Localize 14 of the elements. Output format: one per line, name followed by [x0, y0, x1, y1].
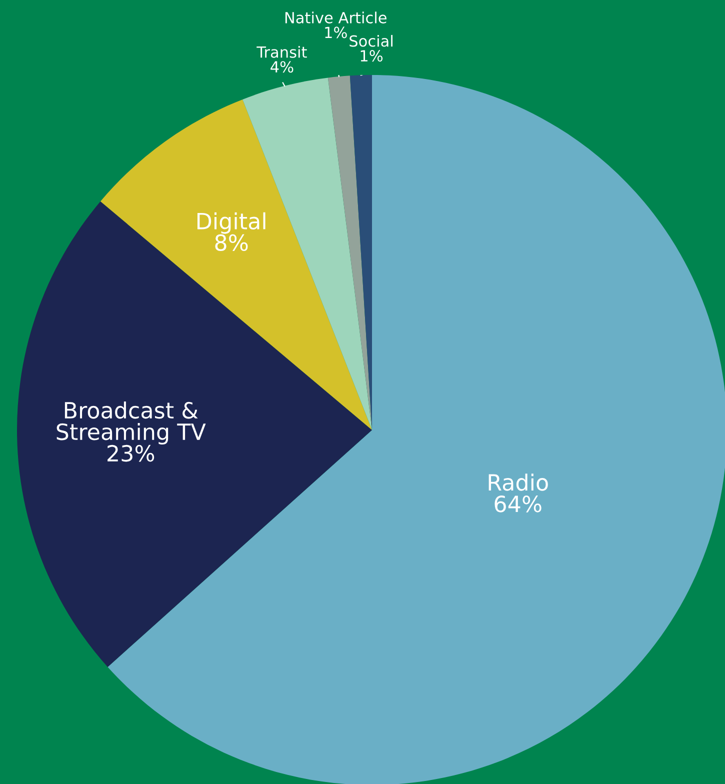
data-label: 64% [494, 496, 542, 512]
slice-label: Social [350, 34, 392, 47]
data-label: 1% [360, 50, 383, 62]
data-label: 4% [270, 61, 294, 73]
slice-label: Radio [488, 474, 548, 491]
slice-label: Native Article [285, 12, 386, 24]
data-label: 8% [215, 234, 248, 252]
data-label: 1% [325, 26, 347, 38]
slice-label: Broadcast & Streaming TV [56, 401, 206, 445]
pie-slice [17, 201, 372, 667]
data-label: 23% [108, 444, 154, 462]
pie-slice [328, 76, 372, 430]
slice-label: Transit [256, 46, 307, 58]
slice-label: Digital [197, 212, 266, 234]
